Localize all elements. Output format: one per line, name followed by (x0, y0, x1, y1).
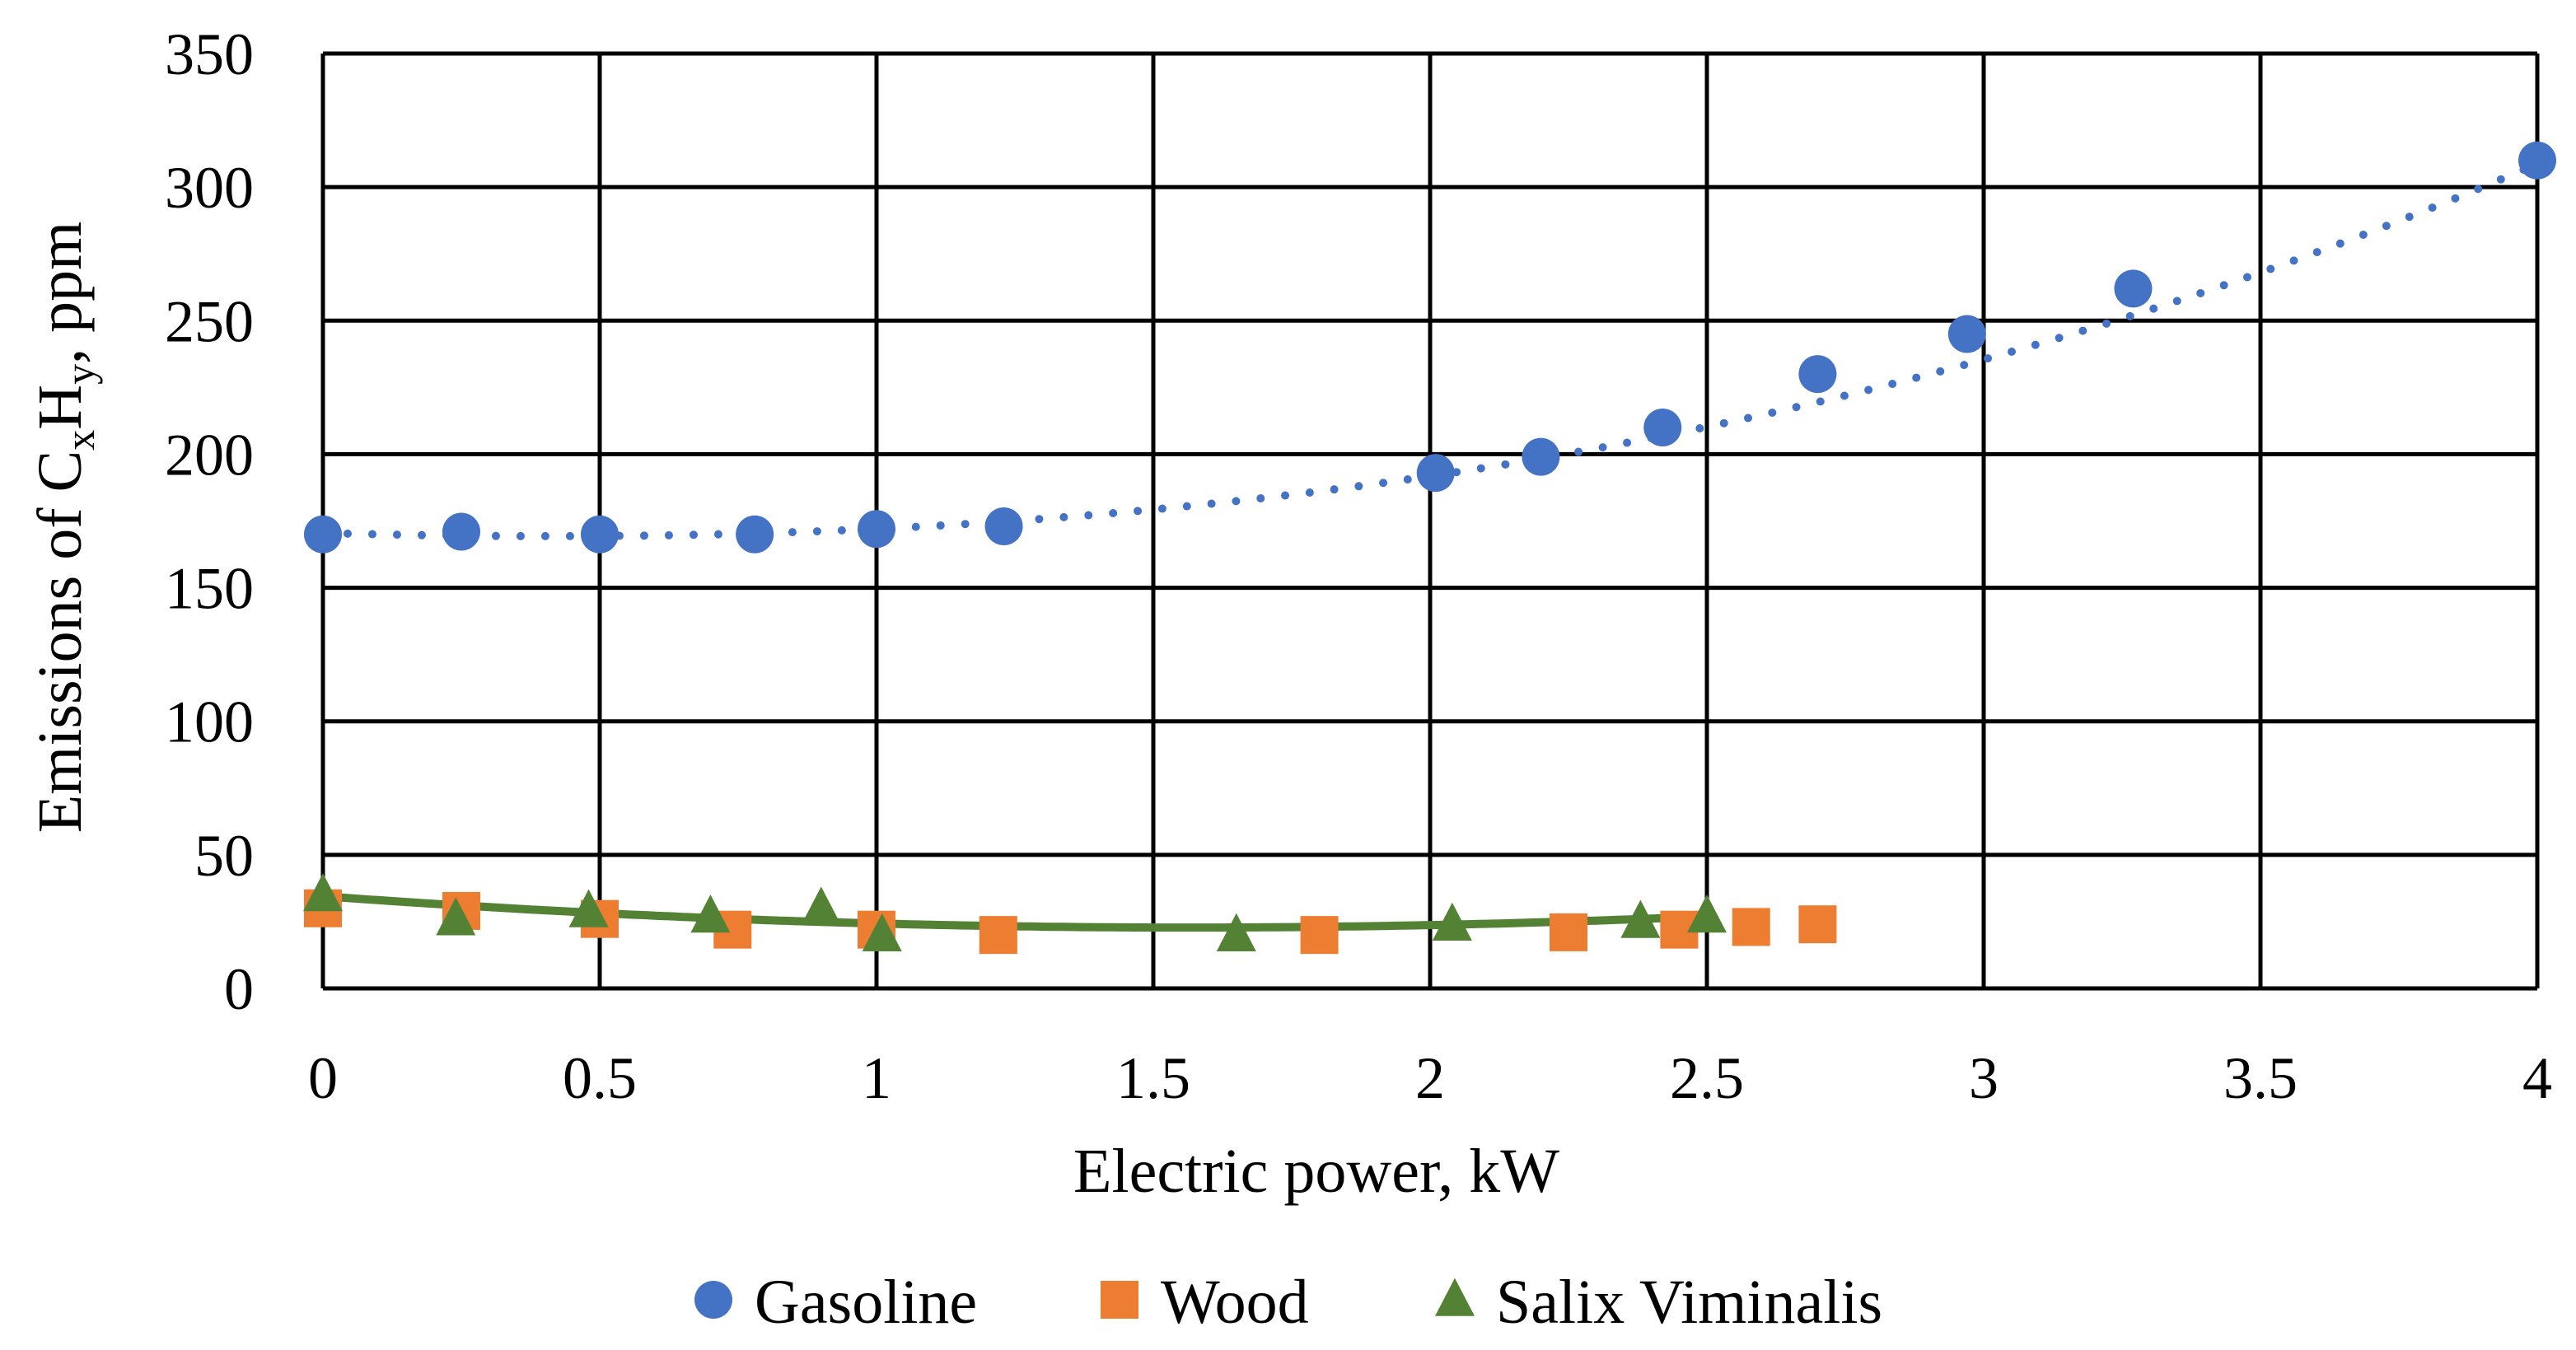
x-axis-ticks: 0 0.5 1 1.5 2 2.5 3 3.5 4 (308, 1045, 2552, 1111)
y-axis-ticks: 0 50 100 150 200 250 300 350 (165, 21, 254, 1022)
legend-item-1: Wood (1101, 1268, 1309, 1337)
y-tick-label-1: 50 (194, 823, 254, 889)
grid (320, 51, 2540, 991)
point-2-6 (1216, 913, 1256, 951)
point-2-7 (1432, 902, 1472, 941)
point-2-5 (862, 913, 902, 951)
point-0-2 (581, 515, 619, 554)
point-1-10 (1798, 905, 1837, 944)
point-1-7 (1550, 913, 1587, 951)
legend-marker-2 (1435, 1278, 1475, 1316)
point-0-3 (736, 515, 774, 554)
y-axis-title-sub-y: y (57, 364, 103, 385)
point-2-4 (801, 886, 841, 925)
point-2-2 (568, 889, 609, 927)
series-0 (304, 141, 2556, 554)
point-0-9 (1798, 355, 1837, 394)
point-0-8 (1643, 409, 1682, 446)
legend: Gasoline Wood Salix Viminalis (694, 1268, 1882, 1337)
x-tick-label-0: 0 (308, 1045, 338, 1111)
point-1-9 (1732, 908, 1770, 946)
y-axis-title: Emissions of CxHy, ppm (26, 222, 103, 834)
x-tick-label-4: 2 (1415, 1045, 1445, 1111)
point-0-4 (858, 510, 895, 549)
y-tick-label-0: 0 (224, 956, 254, 1022)
point-1-6 (1300, 916, 1339, 955)
legend-item-0: Gasoline (694, 1268, 977, 1337)
point-0-11 (2114, 269, 2153, 308)
point-0-5 (984, 507, 1023, 545)
data-markers (303, 141, 2556, 955)
y-tick-label-4: 200 (165, 422, 254, 488)
y-tick-label-7: 350 (165, 21, 254, 87)
y-tick-label-5: 250 (165, 288, 254, 354)
legend-label-0: Gasoline (755, 1268, 977, 1337)
x-tick-label-5: 2.5 (1670, 1045, 1744, 1111)
y-tick-label-6: 300 (165, 155, 254, 221)
point-0-12 (2518, 141, 2556, 180)
y-axis-title-sub-x: x (57, 430, 103, 451)
point-2-8 (1620, 899, 1661, 938)
x-tick-label-7: 3.5 (2223, 1045, 2298, 1111)
x-axis-title: Electric power, kW (1073, 1137, 1559, 1206)
legend-item-2: Salix Viminalis (1435, 1268, 1882, 1337)
x-tick-label-1: 0.5 (563, 1045, 637, 1111)
point-2-3 (690, 895, 731, 933)
legend-marker-1 (1101, 1281, 1138, 1319)
legend-label-2: Salix Viminalis (1496, 1268, 1882, 1337)
y-tick-label-3: 150 (165, 556, 254, 622)
point-1-5 (979, 916, 1017, 955)
point-0-0 (304, 515, 342, 554)
y-axis-title-suffix: , ppm (26, 222, 95, 364)
point-2-1 (436, 897, 476, 936)
x-tick-label-3: 1.5 (1116, 1045, 1190, 1111)
x-tick-label-2: 1 (862, 1045, 891, 1111)
x-tick-label-8: 4 (2522, 1045, 2552, 1111)
x-tick-label-6: 3 (1969, 1045, 1999, 1111)
point-0-10 (1947, 315, 1986, 353)
point-2-9 (1687, 895, 1727, 933)
point-0-6 (1416, 454, 1455, 493)
point-0-7 (1522, 437, 1560, 476)
point-0-1 (442, 512, 480, 551)
y-tick-label-2: 100 (165, 689, 254, 755)
point-2-0 (303, 873, 343, 912)
legend-marker-0 (694, 1281, 732, 1319)
y-axis-title-mid: H (26, 385, 95, 430)
y-axis-title-prefix: Emissions of C (26, 451, 95, 834)
series-2 (303, 873, 1727, 951)
legend-label-1: Wood (1161, 1268, 1309, 1337)
